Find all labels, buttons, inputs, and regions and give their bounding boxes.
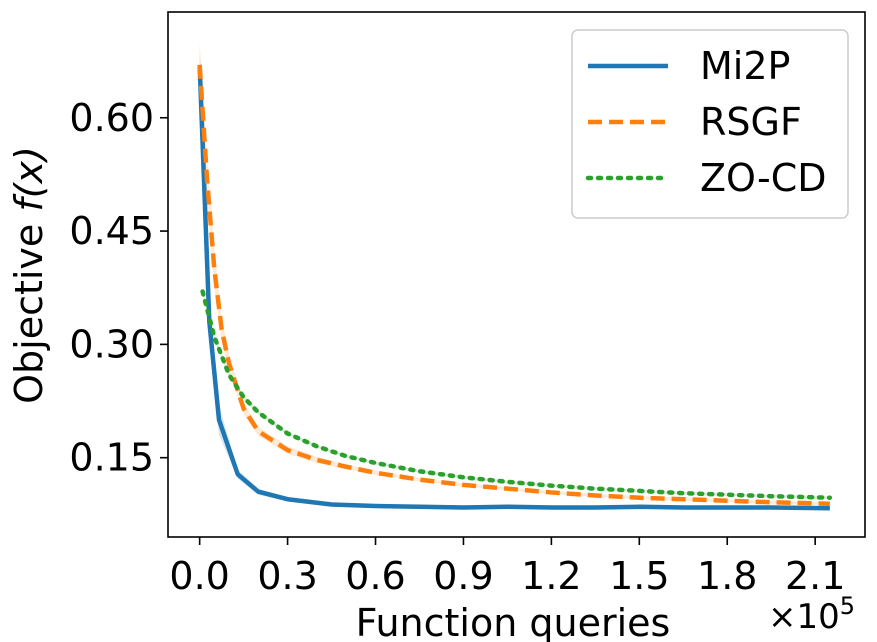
x-axis-label: Function queries bbox=[356, 601, 671, 642]
x-tick-label: 1.5 bbox=[609, 554, 669, 598]
plot-frame bbox=[167, 11, 866, 538]
y-tick-label: 0.60 bbox=[69, 96, 154, 140]
legend: Mi2P RSGF ZO-CD bbox=[571, 29, 849, 219]
series-line-rsgf bbox=[197, 64, 830, 507]
x-axis-multiplier-exponent: 5 bbox=[840, 592, 855, 620]
series-lines bbox=[197, 64, 833, 511]
x-tick-label: 0.6 bbox=[345, 554, 405, 598]
band-zo-cd bbox=[202, 288, 830, 500]
legend-box bbox=[571, 29, 849, 219]
x-axis-multiplier: ×105 bbox=[768, 592, 855, 637]
x-tick-label: 1.2 bbox=[521, 554, 581, 598]
y-axis-label: Objective f(x) bbox=[7, 146, 51, 404]
y-axis-ticks: 0.15 0.30 0.45 0.60 bbox=[69, 96, 168, 480]
y-axis-label-math: f(x) bbox=[7, 146, 51, 212]
y-tick-label: 0.30 bbox=[69, 322, 154, 366]
y-tick-label: 0.45 bbox=[69, 209, 154, 253]
x-tick-label: 2.1 bbox=[785, 554, 845, 598]
legend-label-mi2p: Mi2P bbox=[700, 44, 790, 88]
x-axis-multiplier-base: ×10 bbox=[768, 597, 840, 637]
x-tick-label: 0.3 bbox=[257, 554, 317, 598]
y-axis-label-prefix: Objective bbox=[7, 212, 51, 404]
x-tick-label: 0.9 bbox=[433, 554, 493, 598]
series-line-zo-cd bbox=[200, 289, 833, 500]
legend-label-rsgf: RSGF bbox=[700, 100, 802, 144]
series-line-mi2p bbox=[197, 64, 830, 511]
x-tick-label: 0.0 bbox=[169, 554, 229, 598]
legend-label-zo-cd: ZO-CD bbox=[700, 156, 827, 200]
x-tick-label: 1.8 bbox=[697, 554, 757, 598]
y-tick-label: 0.15 bbox=[69, 436, 154, 480]
x-axis-ticks: 0.0 0.3 0.6 0.9 1.2 1.5 1.8 2.1 bbox=[169, 537, 845, 598]
